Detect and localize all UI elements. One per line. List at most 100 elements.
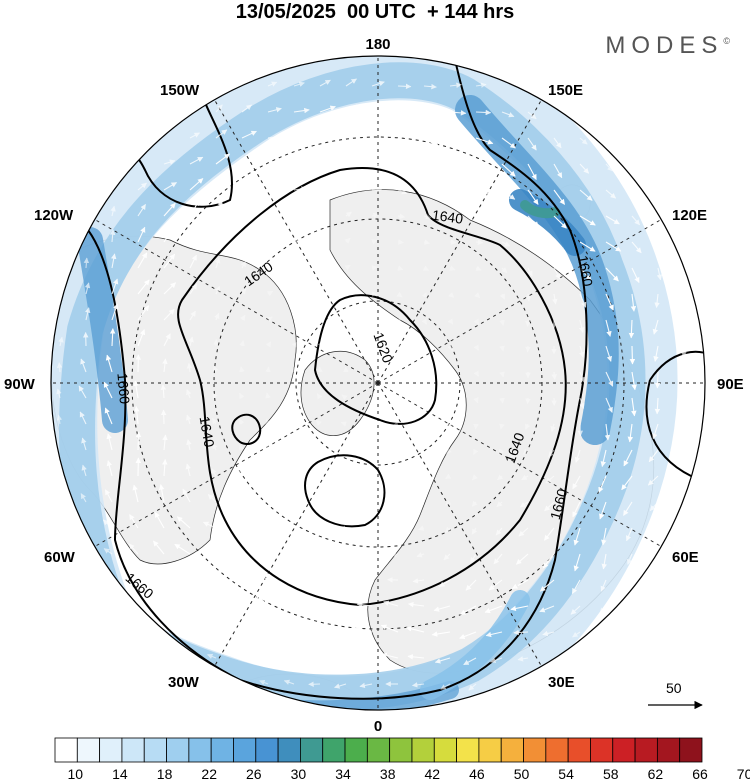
- wind-arrow: [527, 163, 537, 180]
- wind-arrow: [366, 473, 373, 479]
- wind-arrow: [577, 423, 584, 437]
- wind-arrow: [501, 215, 514, 222]
- wind-arrow: [499, 319, 505, 326]
- wind-arrow: [445, 499, 452, 506]
- colorbar-swatch: [389, 737, 413, 763]
- wind-arrow: [267, 160, 287, 167]
- wind-arrow: [473, 318, 480, 325]
- wind-arrow: [423, 137, 440, 148]
- contour-label: 1640: [196, 415, 217, 449]
- wind-arrow: [396, 318, 402, 324]
- wind-arrow: [579, 397, 585, 409]
- wind-arrow: [162, 434, 168, 451]
- colorbar-tick-label: 14: [112, 766, 128, 782]
- wind-arrow: [188, 336, 194, 347]
- wind-arrow: [344, 291, 352, 297]
- wind-arrow: [285, 549, 295, 555]
- wind-arrow: [292, 317, 299, 323]
- wind-arrow: [472, 474, 478, 481]
- wind-arrow: [212, 392, 218, 399]
- wind-arrow: [182, 488, 191, 503]
- wind-arrow: [380, 624, 399, 633]
- wind-arrow: [102, 519, 113, 529]
- wind-arrow: [605, 293, 614, 311]
- wind-arrow: [340, 447, 347, 453]
- wind-arrow: [319, 105, 336, 113]
- wind-arrow: [627, 553, 633, 565]
- wind-arrow: [383, 600, 399, 607]
- wind-arrow: [488, 579, 503, 591]
- wind-arrow: [340, 499, 347, 505]
- wind-arrow: [447, 397, 453, 404]
- wind-arrow: [215, 175, 228, 191]
- wind-arrow: [573, 553, 581, 572]
- wind-arrow: [579, 371, 585, 383]
- wind-arrow: [81, 464, 87, 477]
- wind-arrow: [475, 189, 490, 196]
- wind-arrow: [527, 137, 537, 151]
- wind-arrow: [443, 553, 451, 561]
- wind-arrow: [109, 229, 116, 243]
- wind-arrow: [465, 579, 477, 591]
- wind-arrow: [159, 595, 165, 607]
- wind-arrow: [329, 655, 347, 662]
- wind-arrow: [345, 104, 362, 113]
- wind-arrow: [423, 213, 432, 220]
- wind-arrow: [571, 579, 581, 594]
- wind-arrow: [280, 594, 295, 607]
- wind-arrow: [396, 291, 403, 298]
- wind-arrow: [498, 448, 504, 455]
- wind-arrow: [293, 136, 313, 142]
- wind-arrow: [600, 449, 607, 468]
- wind-arrow: [422, 265, 429, 271]
- colorbar-swatch: [478, 737, 502, 763]
- wind-arrow: [226, 595, 243, 607]
- wind-arrow: [381, 652, 399, 659]
- wind-arrow: [212, 443, 218, 451]
- wind-arrow: [56, 414, 63, 425]
- wind-arrow: [527, 215, 539, 228]
- wind-arrow: [423, 239, 430, 245]
- wind-arrow: [652, 423, 659, 440]
- wind-arrow: [160, 409, 167, 425]
- wind-arrow: [293, 107, 310, 114]
- wind-arrow: [579, 241, 596, 252]
- wind-arrow: [317, 341, 324, 348]
- modes-logo: MODES©: [605, 32, 730, 60]
- wind-arrow: [527, 241, 537, 251]
- wind-arrow: [214, 257, 221, 269]
- wind-arrow: [160, 384, 167, 399]
- wind-arrow: [240, 288, 247, 295]
- wind-arrow: [605, 397, 613, 413]
- wind-arrow: [319, 185, 331, 191]
- colorbar-tick-label: 58: [603, 766, 619, 782]
- wind-arrow: [266, 316, 273, 323]
- wind-arrow: [579, 293, 587, 308]
- wind-arrow: [133, 380, 139, 399]
- map-title: 13/05/2025 00 UTC + 144 hrs: [235, 1, 515, 23]
- wind-arrow: [553, 137, 562, 149]
- wind-arrow: [293, 81, 305, 87]
- wind-arrow: [395, 370, 401, 377]
- lon-label-30w: 30W: [168, 674, 200, 691]
- wind-arrow: [316, 393, 323, 400]
- wind-arrow: [267, 236, 275, 243]
- colorbar-swatch: [210, 737, 234, 763]
- wind-arrow: [418, 499, 425, 505]
- wind-arrow: [434, 657, 451, 664]
- wind-arrow: [599, 605, 607, 614]
- wind-arrow: [631, 241, 642, 254]
- wind-arrow: [392, 447, 399, 453]
- wind-arrow: [631, 189, 638, 199]
- wind-arrow: [318, 291, 325, 297]
- wind-arrow: [407, 654, 425, 660]
- wind-arrow: [211, 468, 217, 477]
- wind-arrow: [397, 239, 404, 245]
- wind-arrow: [83, 257, 90, 269]
- wind-arrow: [449, 239, 457, 245]
- wind-arrow: [628, 319, 635, 339]
- contour-label: 1640: [431, 207, 464, 227]
- wind-arrow: [163, 282, 176, 295]
- wind-arrow: [132, 484, 139, 503]
- wind-arrow: [423, 111, 441, 118]
